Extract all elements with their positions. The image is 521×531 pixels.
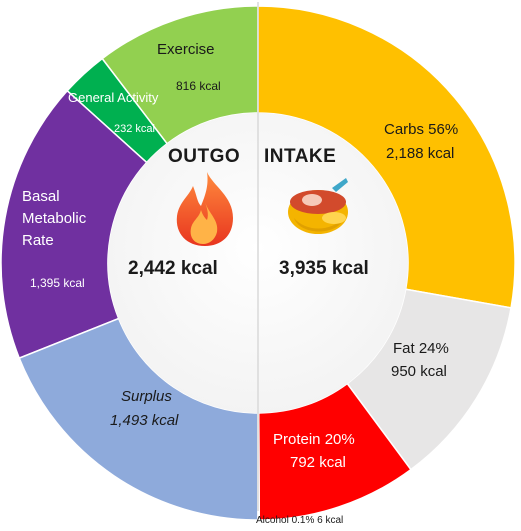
fire-icon (176, 172, 233, 246)
exercise-label: Exercise (157, 41, 215, 58)
bmr-label-line-1: Basal (22, 188, 60, 205)
intake-title: INTAKE (264, 146, 336, 167)
fat-value: 950 kcal (391, 363, 447, 380)
bmr-label-line-3: Rate (22, 232, 54, 249)
carbs-label: Carbs 56% (384, 121, 458, 138)
protein-value: 792 kcal (290, 454, 346, 471)
fat-label: Fat 24% (393, 340, 449, 357)
exercise-value: 816 kcal (176, 79, 221, 93)
intake-total: 3,935 kcal (279, 258, 369, 279)
carbs-value: 2,188 kcal (386, 145, 454, 162)
surplus-value: 1,493 kcal (110, 412, 179, 429)
outgo-total: 2,442 kcal (128, 258, 218, 279)
general-activity-label: General Activity (68, 90, 159, 105)
food-bowl-icon (288, 178, 348, 234)
outgo-title: OUTGO (168, 146, 240, 167)
bmr-label-line-2: Metabolic (22, 210, 87, 227)
bmr-value: 1,395 kcal (30, 276, 85, 290)
general-activity-value: 232 kcal (114, 123, 155, 135)
surplus-label: Surplus (121, 388, 172, 405)
protein-label: Protein 20% (273, 431, 355, 448)
alcohol-label: Alcohol 0.1% 6 kcal (256, 515, 343, 526)
